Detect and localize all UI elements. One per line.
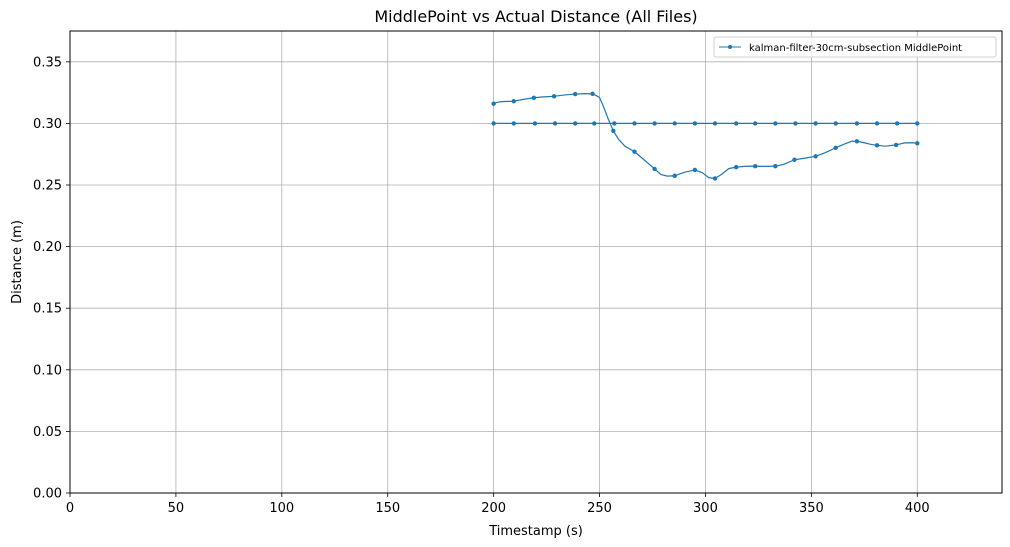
y-tick-label: 0.15 — [33, 302, 62, 317]
series-1-point — [915, 121, 920, 126]
series-0-point — [531, 95, 537, 100]
plot-area — [491, 91, 920, 181]
series-1-point — [733, 121, 739, 126]
series-1-point — [511, 121, 516, 126]
series-1-point — [672, 121, 677, 126]
series-0-point — [551, 94, 557, 99]
series-1-point — [813, 121, 818, 126]
series-1-point — [632, 121, 637, 126]
series-0-point — [833, 145, 838, 150]
y-axis-label: Distance (m) — [10, 220, 25, 304]
series-1-point — [753, 121, 758, 126]
series-1-point — [833, 121, 838, 126]
series-0-point — [572, 91, 578, 97]
series-1-point — [572, 121, 578, 126]
series-1-point — [612, 121, 617, 126]
series-0-point — [773, 163, 778, 169]
y-tick-label: 0.35 — [33, 55, 62, 70]
x-axis-label: Timestamp (s) — [488, 524, 583, 539]
x-tick-label: 350 — [799, 501, 824, 516]
series-0-point — [611, 128, 616, 133]
x-tick-label: 0 — [66, 501, 74, 516]
series-1-point — [491, 121, 496, 126]
x-tick-label: 300 — [693, 501, 718, 516]
y-tick-label: 0.30 — [33, 117, 62, 132]
legend-swatch-marker — [728, 45, 732, 49]
x-tick-label: 150 — [375, 501, 400, 516]
series-1-point — [552, 121, 558, 126]
x-tick-label: 250 — [587, 501, 612, 516]
series-0-point — [915, 141, 920, 146]
y-tick-label: 0.25 — [33, 179, 62, 194]
series-0-point — [491, 101, 496, 106]
series-0-point — [733, 164, 739, 170]
legend-label: kalman-filter-30cm-subsection MiddlePoin… — [749, 43, 962, 54]
series-0-point — [712, 176, 718, 181]
y-tick-label: 0.05 — [33, 425, 62, 440]
y-tick-label: 0.10 — [33, 363, 62, 378]
series-0-point — [511, 99, 516, 104]
series-0-point — [854, 139, 860, 144]
series-1-point — [652, 121, 657, 126]
legend-box — [713, 36, 997, 58]
series-0-point — [672, 173, 677, 178]
series-1-point — [894, 121, 900, 126]
series-1-point — [692, 121, 698, 126]
y-tick-label: 0.00 — [33, 487, 62, 502]
axis-ticks: 0 50 100 150 200 250 300 350 400 0.00 0.05 0.10 0.15… — [33, 55, 930, 516]
series-0-point — [874, 143, 880, 148]
series-0-point — [813, 154, 818, 159]
series-0-point — [692, 167, 698, 173]
series-0-point — [753, 163, 758, 169]
x-tick-label: 50 — [168, 501, 185, 516]
series-1-point — [712, 121, 718, 126]
y-tick-label: 0.20 — [33, 240, 62, 255]
x-tick-label: 400 — [905, 501, 930, 516]
series-0-point — [893, 142, 899, 148]
x-tick-label: 200 — [481, 501, 506, 516]
chart-title: MiddlePoint vs Actual Distance (All File… — [374, 7, 697, 26]
series-1-point — [532, 121, 538, 126]
series-0-point — [590, 91, 595, 97]
x-tick-label: 100 — [269, 501, 294, 516]
plot-frame — [69, 30, 1003, 494]
series-0-point — [632, 149, 637, 154]
series-1-point — [854, 121, 860, 126]
series-1-point — [874, 121, 880, 126]
series-0-point — [792, 157, 797, 162]
series-1-point — [592, 121, 597, 126]
series-0-point — [652, 166, 657, 172]
series-1-point — [773, 121, 778, 126]
series-1-point — [793, 121, 798, 126]
legend: kalman-filter-30cm-subsection MiddlePoin… — [713, 36, 997, 58]
